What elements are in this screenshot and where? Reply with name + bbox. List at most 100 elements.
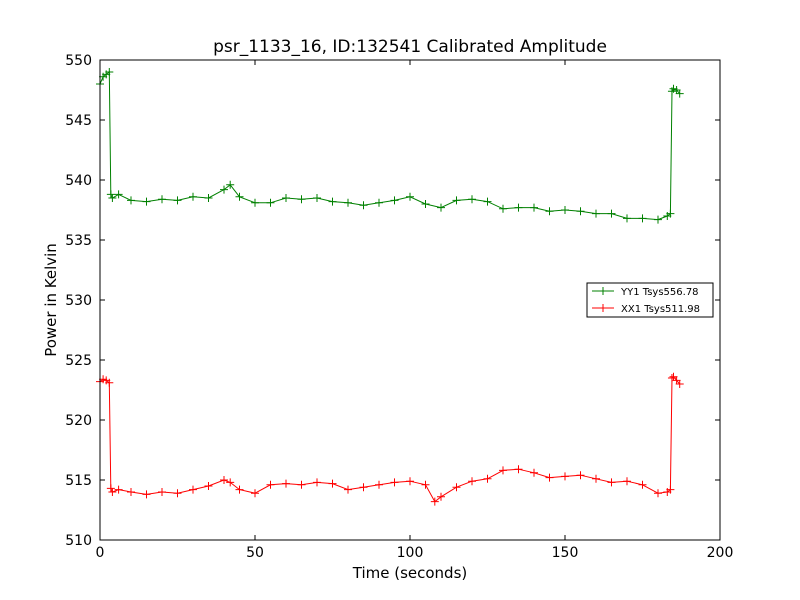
- data-point: [514, 465, 523, 474]
- data-point: [468, 195, 476, 204]
- data-point: [623, 477, 631, 486]
- data-point: [359, 201, 368, 210]
- data-point: [114, 485, 123, 494]
- x-tick-label: 100: [397, 545, 424, 561]
- x-tick-label: 0: [96, 545, 105, 561]
- data-point: [235, 485, 244, 494]
- data-point: [106, 190, 115, 199]
- y-tick-label: 530: [65, 293, 92, 309]
- data-point: [499, 204, 507, 213]
- data-point: [251, 198, 259, 207]
- data-point: [266, 198, 275, 207]
- data-point: [266, 480, 275, 489]
- data-point: [667, 374, 676, 382]
- data-point: [375, 198, 383, 207]
- data-point: [226, 180, 235, 189]
- data-point: [545, 207, 554, 216]
- data-point: [344, 198, 352, 207]
- data-point: [108, 488, 117, 496]
- y-tick-label: 540: [65, 173, 92, 189]
- data-point: [561, 206, 569, 214]
- data-point: [328, 479, 337, 488]
- data-point: [654, 489, 662, 498]
- data-point: [452, 483, 461, 492]
- data-point: [375, 480, 383, 489]
- x-tick-label: 200: [707, 545, 734, 561]
- data-point: [675, 89, 684, 98]
- data-point: [189, 485, 197, 494]
- data-point: [666, 209, 675, 218]
- data-point: [421, 480, 430, 489]
- data-point: [592, 209, 600, 218]
- data-point: [514, 203, 523, 212]
- data-point: [452, 196, 461, 205]
- data-point: [127, 196, 135, 205]
- plot-series: [96, 68, 684, 506]
- data-point: [204, 194, 213, 202]
- data-point: [313, 478, 321, 487]
- data-point: [220, 185, 228, 194]
- data-point: [468, 477, 476, 486]
- data-point: [108, 194, 117, 202]
- data-point: [127, 488, 135, 496]
- y-tick-label: 525: [65, 353, 92, 369]
- data-point: [142, 490, 151, 499]
- plot-frame: [99, 59, 721, 541]
- data-point: [204, 482, 213, 490]
- data-point: [235, 192, 244, 201]
- data-point: [226, 478, 235, 487]
- data-point: [499, 466, 507, 475]
- legend-marker: [599, 287, 607, 295]
- data-point: [675, 380, 684, 388]
- data-point: [437, 492, 445, 501]
- x-tick-label: 150: [552, 545, 579, 561]
- data-point: [607, 209, 616, 218]
- data-point: [105, 378, 114, 387]
- data-point: [654, 215, 662, 224]
- data-point: [390, 478, 399, 487]
- data-point: [545, 473, 554, 482]
- data-point: [359, 483, 368, 492]
- legend-box: [586, 282, 714, 318]
- y-axis-label: Power in Kelvin: [42, 243, 60, 357]
- data-point: [437, 203, 445, 212]
- data-point: [406, 477, 414, 486]
- y-tick-label: 520: [65, 413, 92, 429]
- data-point: [158, 488, 166, 496]
- data-point: [173, 196, 182, 205]
- data-point: [623, 214, 631, 223]
- y-tick-label: 550: [65, 53, 92, 69]
- series-1: [96, 372, 684, 506]
- data-point: [173, 489, 182, 498]
- y-tick-label: 515: [65, 473, 92, 489]
- axis-ticks: 0 50 100 150 200 510 515 520 525 530 535 540 545 550: [65, 53, 733, 561]
- x-tick-label: 50: [246, 545, 264, 561]
- data-point: [576, 207, 585, 216]
- data-point: [561, 472, 569, 481]
- data-point: [592, 474, 600, 483]
- data-point: [483, 474, 492, 483]
- legend-marker: [599, 304, 607, 312]
- chart-title: psr_1133_16, ID:132541 Calibrated Amplit…: [213, 37, 607, 57]
- data-point: [328, 197, 337, 206]
- series-line: [99, 70, 681, 221]
- data-point: [430, 497, 439, 506]
- data-point: [297, 195, 306, 204]
- x-axis-label: Time (seconds): [352, 564, 468, 582]
- data-point: [297, 480, 306, 489]
- series-line: [99, 376, 681, 503]
- y-tick-label: 545: [65, 113, 92, 129]
- data-point: [142, 197, 151, 206]
- y-tick-label: 510: [65, 533, 92, 549]
- data-point: [344, 485, 352, 494]
- data-point: [114, 190, 123, 199]
- data-point: [105, 68, 114, 76]
- legend: YY1 Tsys556.78 XX1 Tsys511.98: [586, 282, 714, 318]
- data-point: [390, 196, 399, 205]
- data-point: [530, 203, 538, 212]
- data-point: [282, 194, 290, 202]
- legend-label: XX1 Tsys511.98: [621, 304, 700, 315]
- data-point: [576, 471, 585, 480]
- y-tick-label: 535: [65, 233, 92, 249]
